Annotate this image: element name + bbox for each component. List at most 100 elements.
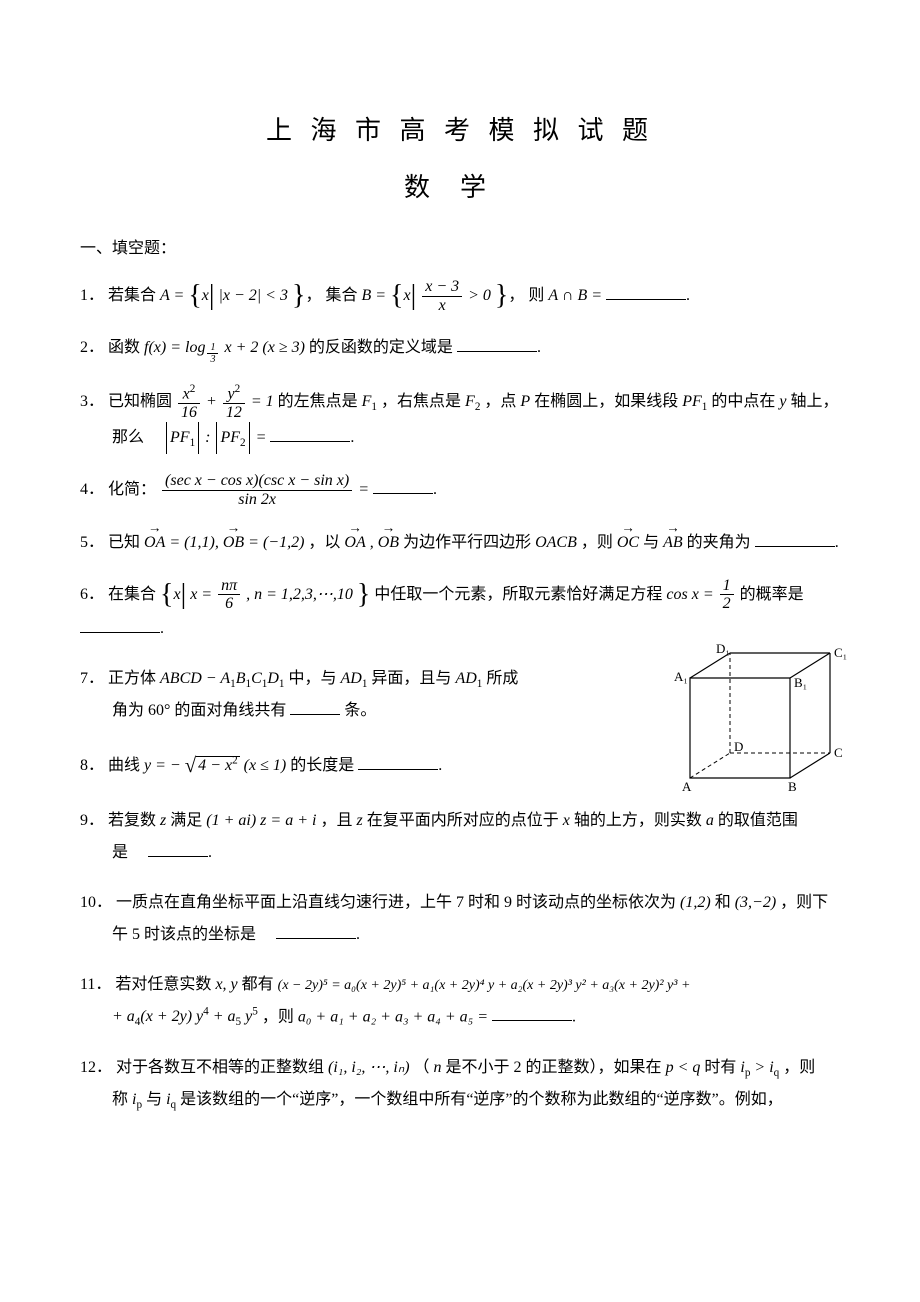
p12-and: 与	[146, 1091, 166, 1108]
p4-pre: 化简：	[108, 481, 156, 498]
p3-P: P	[520, 393, 530, 410]
problem-1: 1． 若集合 A = {x| |x − 2| < 3 }， 集合 B = {x|…	[80, 278, 840, 314]
p5-and: 与	[643, 534, 663, 551]
p12-ip: ip	[132, 1091, 142, 1108]
p8-tail: 的长度是	[290, 757, 354, 774]
p6-mid: 中任取一个元素，所取元素恰好满足方程	[374, 585, 666, 602]
p1-pre: 若集合	[108, 287, 160, 304]
p3-mid5: 的中点在	[711, 393, 779, 410]
cube-label-B1: B₁	[794, 675, 807, 690]
p4-num: 4．	[80, 481, 104, 498]
p12-pq: p < q	[666, 1059, 701, 1076]
blank-input[interactable]	[606, 283, 686, 300]
plus: +	[206, 393, 221, 410]
p12-mid2: 是不小于 2 的正整数），如果在	[446, 1059, 666, 1076]
pipe-icon: |	[209, 280, 215, 311]
p1-cond: |x − 2| < 3	[218, 287, 288, 304]
p12-l2b: 是该数组的一个“逆序”，一个数组中所有“逆序”的个数称为此数组的“逆序数”。例如…	[180, 1091, 783, 1108]
p6-cos: cos x =	[666, 585, 717, 602]
blank-input[interactable]	[148, 840, 208, 857]
p9-mid5: 的取值范围	[718, 812, 798, 829]
p5-mid3: ，则	[581, 534, 617, 551]
p1-A: A =	[160, 287, 188, 304]
p7-num: 7．	[80, 670, 104, 687]
blank-input[interactable]	[290, 698, 340, 715]
colon: :	[205, 429, 214, 446]
vec-OA2: OA	[344, 527, 365, 559]
problem-12: 12． 对于各数互不相等的正整数组 (i₁, i₂, ⋯, iₙ) （ n 是不…	[80, 1052, 840, 1117]
p4-frac: (sec x − cos x)(csc x − sin x) sin 2x	[162, 472, 352, 508]
p7-cube: ABCD − A1B1C1D1	[160, 670, 288, 687]
p7-mid1: 中，与	[288, 670, 340, 687]
p6-num: 6．	[80, 585, 104, 602]
p1-frac: x − 3 x	[422, 278, 462, 314]
problem-2: 2． 函数 f(x) = log13 x + 2 (x ≥ 3) 的反函数的定义…	[80, 332, 840, 365]
blank-input[interactable]	[457, 335, 537, 352]
p7-pre: 正方体	[108, 670, 160, 687]
p8-cond: (x ≤ 1)	[244, 757, 287, 774]
p10-line2: 午 5 时该点的坐标是	[112, 926, 272, 943]
eq: =	[256, 429, 271, 446]
p9-a: a	[706, 812, 714, 829]
p10-p2: (3,−2)	[735, 894, 776, 911]
problem-5: 5． 已知 OA = (1,1), OB = (−1,2) ，以 OA , OB…	[80, 527, 840, 559]
p12-mid1: （	[414, 1059, 430, 1076]
p12-iq: iq	[166, 1091, 176, 1108]
p7-mid2: 异面，且与	[371, 670, 455, 687]
p1-gt0: > 0	[468, 287, 491, 304]
p12-l2a: 称	[112, 1091, 132, 1108]
p7-AD1: AD1	[341, 670, 368, 687]
p2-arg: x + 2 (x ≥ 3)	[224, 339, 304, 356]
pipe-icon: |	[411, 280, 417, 311]
blank-input[interactable]	[270, 425, 350, 442]
p3-y: y	[779, 393, 786, 410]
pipe-icon: |	[181, 579, 187, 610]
p12-n: n	[434, 1059, 442, 1076]
p3-eq1: = 1	[251, 393, 274, 410]
p5-OACB: OACB	[535, 534, 577, 551]
rbrace-icon: }	[495, 280, 508, 311]
p11-mid: 都有	[242, 976, 278, 993]
title-sub: 数学	[80, 167, 840, 204]
p2-pre: 函数	[108, 339, 144, 356]
blank-input[interactable]	[276, 922, 356, 939]
p12-ipiq: ip > iq	[740, 1059, 779, 1076]
p1-settext: 集合	[325, 287, 361, 304]
p3-abs2: PF2	[216, 422, 249, 455]
p7-AD1b: AD1	[455, 670, 482, 687]
p3-pre: 已知椭圆	[108, 393, 176, 410]
p6-frac: nπ 6	[218, 577, 240, 613]
vec-OB2: OB	[378, 527, 399, 559]
cube-label-C1: C₁	[834, 645, 847, 660]
p3-mid3: ，点	[484, 393, 520, 410]
p11-pre: 若对任意实数	[115, 976, 215, 993]
blank-input[interactable]	[492, 1004, 572, 1021]
blank-input[interactable]	[358, 753, 438, 770]
p11-then: ，则	[262, 1008, 298, 1025]
p9-mid1: 满足	[170, 812, 206, 829]
p6-nrange: , n = 1,2,3,⋯,10	[246, 585, 353, 602]
p12-pre: 对于各数互不相等的正整数组	[116, 1059, 328, 1076]
p9-pre: 若复数	[108, 812, 160, 829]
p9-eq: (1 + ai) z = a + i	[206, 812, 316, 829]
vec-OA: OA	[144, 527, 165, 559]
p5-eq2: = (−1,2)	[248, 534, 304, 551]
p6-tail: 的概率是	[740, 585, 804, 602]
p3-mid2: ，右焦点是	[381, 393, 465, 410]
p5-mid2: 为边作平行四边形	[403, 534, 535, 551]
blank-input[interactable]	[373, 477, 433, 494]
p9-z2: z	[356, 812, 362, 829]
lbrace-icon: {	[160, 579, 173, 610]
lbrace-icon: {	[188, 280, 201, 311]
problem-3: 3． 已知椭圆 x2 16 + y2 12 = 1 的左焦点是 F1 ，右焦点是…	[80, 383, 840, 454]
p1-num: 1．	[80, 287, 104, 304]
sqrt-icon: √4 − x2	[185, 745, 240, 787]
p11-xy: x, y	[215, 976, 237, 993]
blank-input[interactable]	[80, 616, 160, 633]
p2-fx: f(x) = log	[144, 339, 205, 356]
blank-input[interactable]	[755, 530, 835, 547]
rbrace-icon: }	[357, 579, 370, 610]
p5-num: 5．	[80, 534, 104, 551]
p3-F2: F2	[465, 393, 480, 410]
problem-8: 8． 曲线 y = − √4 − x2 (x ≤ 1) 的长度是 .	[80, 745, 840, 787]
